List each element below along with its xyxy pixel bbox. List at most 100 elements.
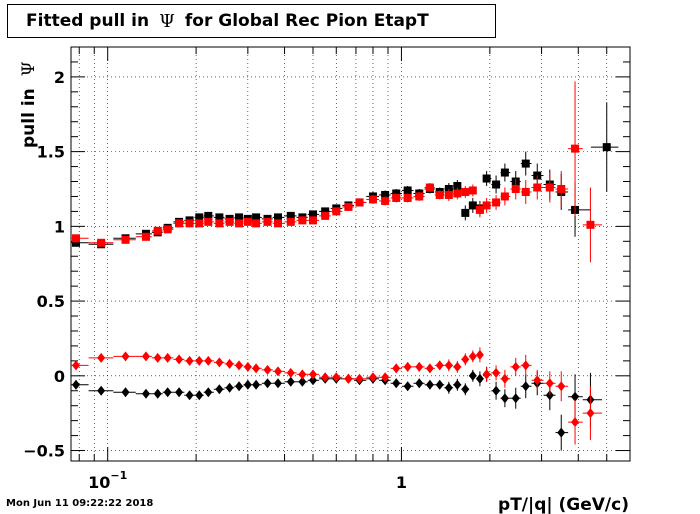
data-point — [461, 205, 470, 221]
diamond-marker — [141, 388, 150, 399]
data-point — [194, 390, 204, 401]
diamond-marker — [500, 373, 509, 384]
diamond-marker — [415, 378, 424, 389]
square-marker — [298, 216, 307, 225]
square-marker — [381, 190, 390, 199]
square-marker — [72, 234, 81, 243]
data-point — [379, 372, 391, 383]
square-marker — [468, 186, 477, 195]
square-marker — [225, 217, 234, 226]
data-point — [468, 350, 477, 363]
square-marker — [571, 144, 580, 153]
square-marker — [557, 184, 566, 193]
data-point — [390, 193, 402, 203]
data-point — [568, 81, 583, 216]
diamond-marker — [344, 373, 353, 384]
square-marker — [235, 219, 244, 228]
data-point — [243, 379, 252, 390]
data-point — [243, 361, 252, 372]
data-point — [461, 353, 470, 366]
square-marker — [475, 205, 484, 214]
data-point — [520, 374, 532, 399]
y-tick-label: 0.5 — [37, 292, 65, 311]
square-marker — [321, 211, 330, 220]
square-marker — [204, 217, 213, 226]
square-marker — [185, 219, 194, 228]
data-point — [555, 371, 569, 402]
square-marker — [252, 213, 261, 222]
square-marker — [500, 192, 509, 201]
diamond-marker — [252, 379, 261, 390]
diamond-marker — [185, 355, 194, 366]
diamond-marker — [97, 352, 106, 363]
data-point — [366, 194, 380, 204]
data-point — [224, 217, 235, 226]
square-marker — [533, 183, 542, 192]
square-marker — [195, 219, 204, 228]
data-point — [173, 354, 185, 365]
square-marker — [521, 159, 530, 168]
data-point — [307, 375, 320, 386]
square-marker — [175, 219, 184, 228]
square-marker — [461, 208, 470, 217]
data-point — [500, 163, 511, 182]
diamond-marker — [298, 369, 307, 380]
data-point — [88, 385, 114, 396]
square-marker — [444, 190, 453, 199]
data-point — [251, 219, 262, 228]
square-marker — [521, 187, 530, 196]
diamond-marker — [468, 370, 477, 381]
diamond-marker — [475, 349, 484, 360]
diamond-marker — [545, 378, 554, 389]
diamond-marker — [392, 363, 401, 374]
data-point — [401, 361, 414, 372]
data-point — [520, 151, 532, 176]
data-point — [510, 178, 521, 200]
data-point — [261, 378, 273, 389]
data-point — [401, 193, 414, 203]
diamond-marker — [453, 361, 462, 372]
diamond-marker — [204, 355, 213, 366]
square-marker — [274, 219, 283, 228]
square-marker — [545, 183, 554, 192]
square-marker — [153, 226, 162, 235]
data-point — [162, 387, 174, 398]
data-point — [453, 360, 462, 373]
square-marker — [500, 168, 509, 177]
data-point — [582, 386, 603, 441]
square-marker — [121, 235, 130, 244]
square-marker — [482, 201, 491, 210]
data-point — [261, 217, 273, 226]
square-marker — [286, 211, 295, 220]
chart-title: Fitted pull in Ψ for Global Rec Pion Eta… — [7, 4, 496, 38]
diamond-marker — [309, 369, 318, 380]
data-point — [113, 387, 136, 398]
diamond-marker — [521, 360, 530, 371]
data-point — [184, 219, 195, 228]
y-tick-label: 1.5 — [37, 143, 65, 162]
data-point — [135, 232, 152, 241]
data-point — [555, 171, 569, 207]
data-point — [468, 184, 477, 197]
diamond-marker — [511, 393, 520, 404]
data-point — [543, 172, 556, 203]
data-point — [330, 207, 343, 216]
diamond-marker — [468, 351, 477, 362]
data-point — [434, 360, 445, 371]
diamond-marker — [571, 417, 580, 428]
data-point — [413, 191, 425, 201]
data-point — [491, 175, 501, 194]
square-marker — [235, 213, 244, 222]
diamond-marker — [425, 363, 434, 374]
data-point — [482, 171, 492, 186]
diamond-marker — [185, 390, 194, 401]
square-marker — [392, 193, 401, 202]
square-marker — [511, 184, 520, 193]
square-marker — [332, 207, 341, 216]
diamond-marker — [195, 390, 204, 401]
data-point — [434, 379, 445, 390]
square-marker — [586, 220, 595, 229]
square-marker — [243, 217, 252, 226]
diamond-marker — [204, 387, 213, 398]
square-marker — [403, 193, 412, 202]
